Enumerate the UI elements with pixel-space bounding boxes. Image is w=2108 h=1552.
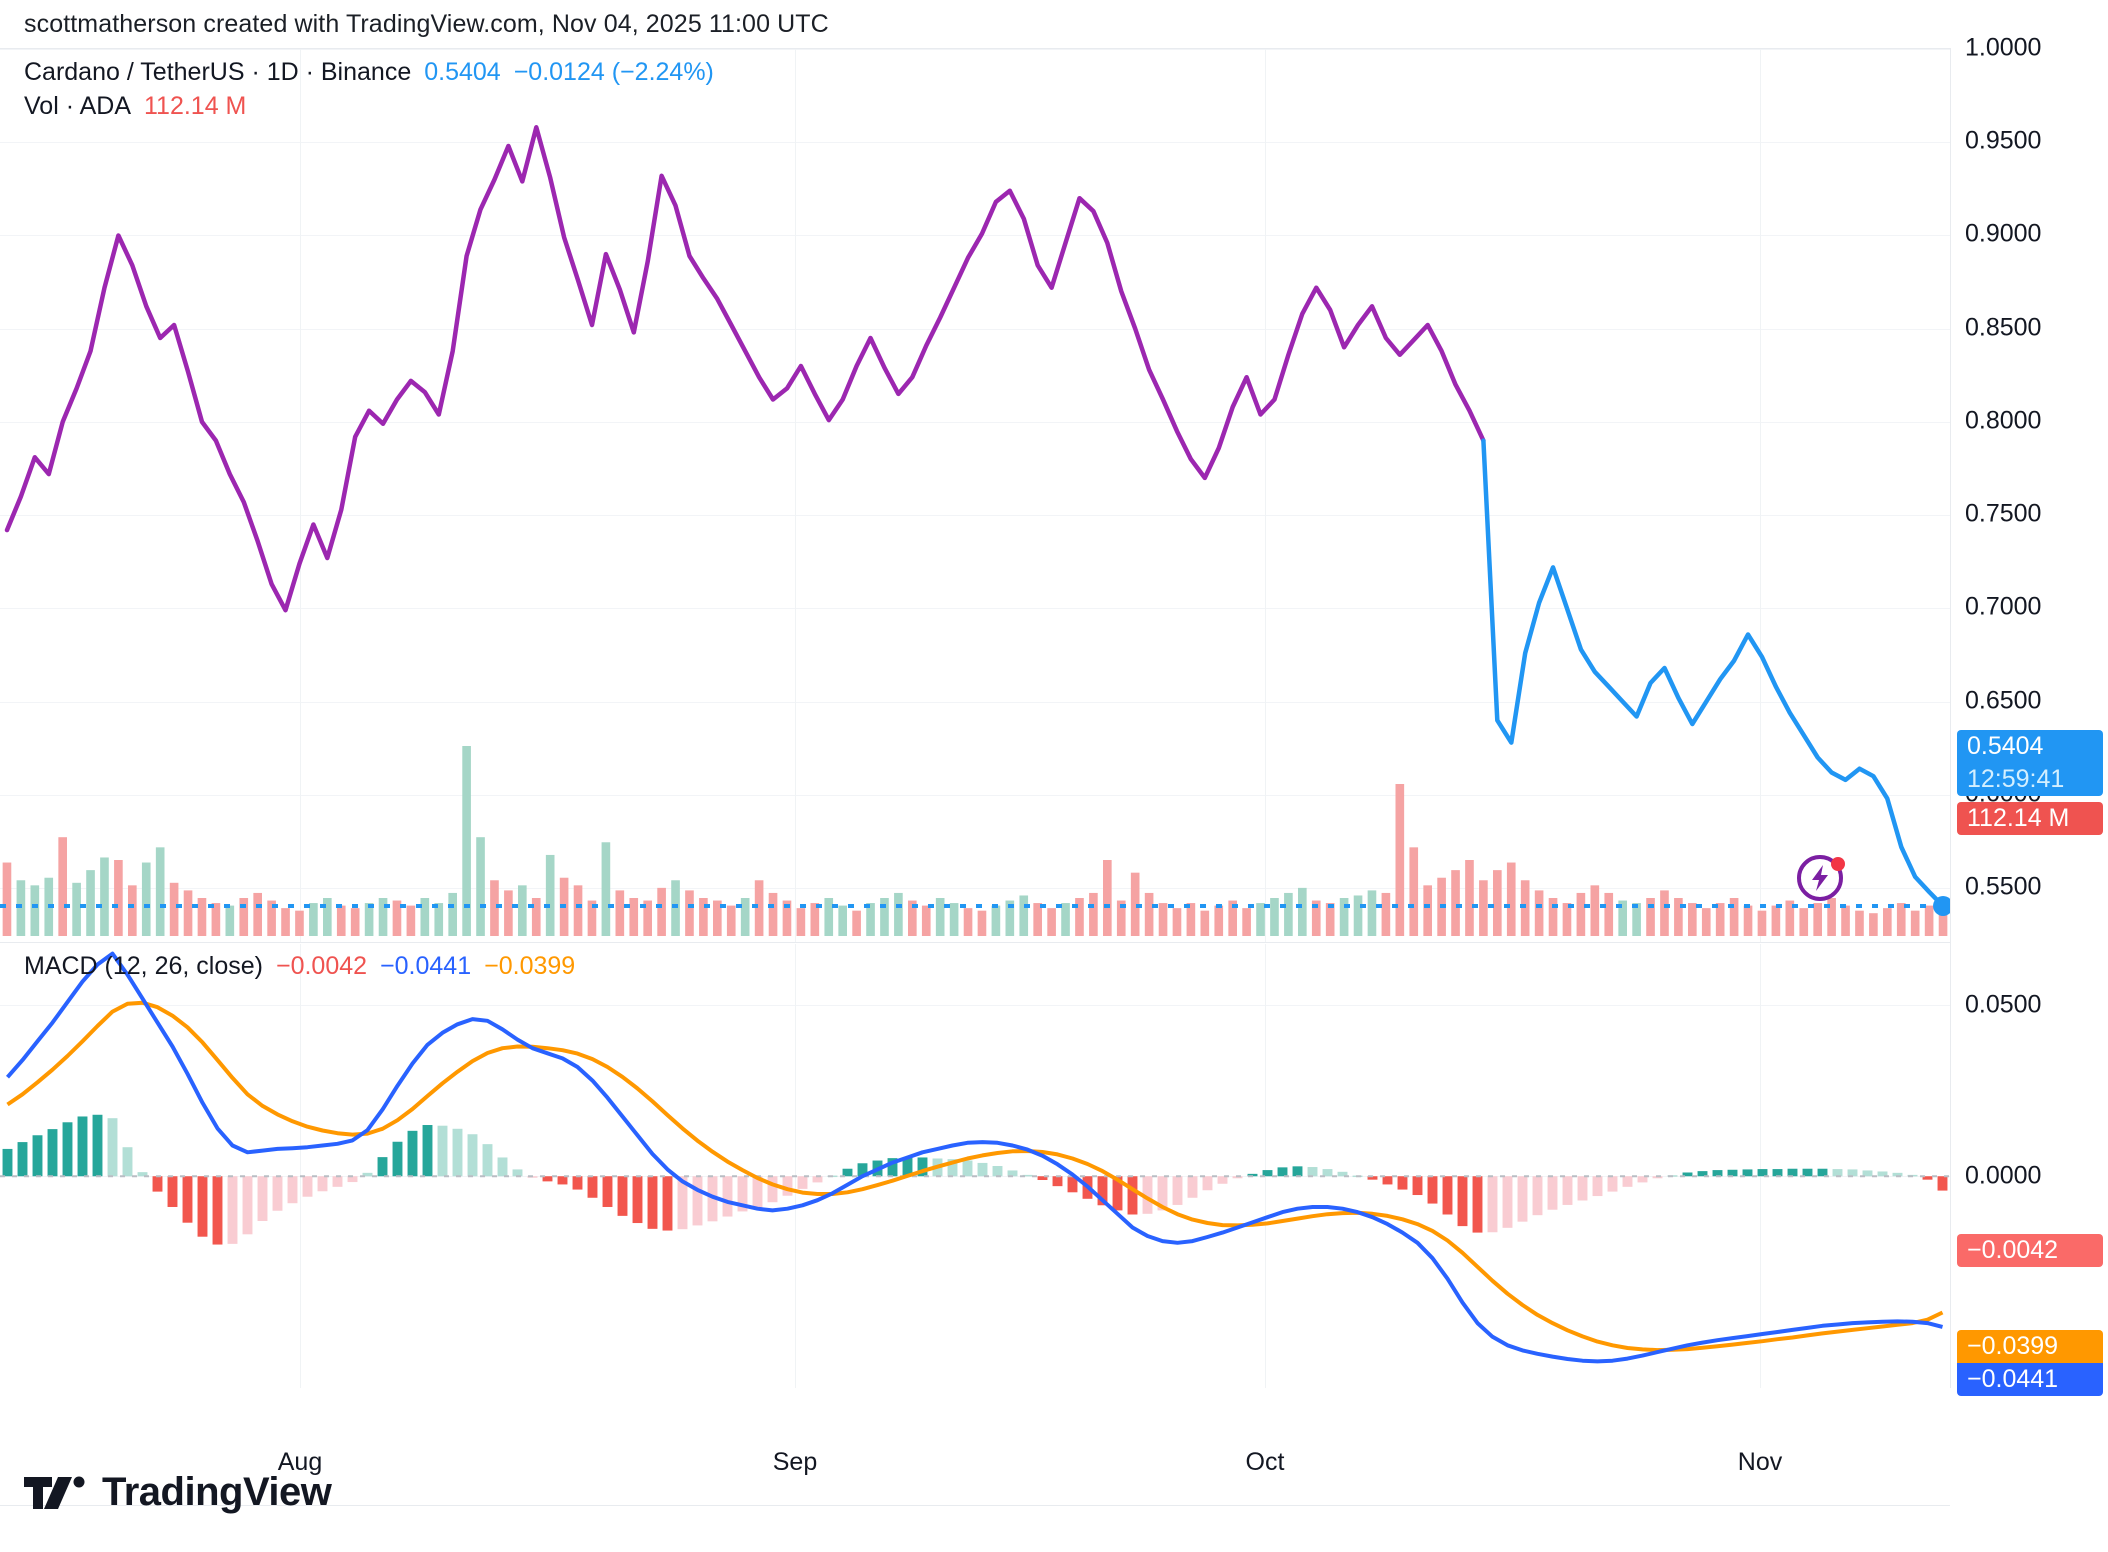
price-tick-label: 0.6500 <box>1965 686 2042 715</box>
macd-legend-signal: −0.0399 <box>484 952 576 980</box>
price-line-purple <box>4 125 1486 613</box>
price-plot <box>0 125 1954 936</box>
price-tick-label: 0.8500 <box>1965 313 2042 342</box>
macd-legend: MACD (12, 26, close) −0.0042 −0.0441 −0.039… <box>24 952 575 981</box>
gridline <box>0 49 1950 50</box>
tradingview-wordmark: TradingView <box>102 1470 332 1514</box>
price-tick-label: 0.8000 <box>1965 406 2042 435</box>
macd-pane[interactable]: MACD (12, 26, close) −0.0042 −0.0441 −0.039… <box>0 944 1950 1388</box>
macd-signal-badge: −0.0399 <box>1957 1330 2103 1363</box>
volume-bars <box>2 746 1948 936</box>
legend-change-pct: (−2.24%) <box>611 58 714 86</box>
price-legend: Cardano / TetherUS · 1D · Binance 0.5404−… <box>24 57 714 126</box>
lightning-bolt-icon[interactable] <box>1795 849 1849 903</box>
time-tick-label: Nov <box>1737 1448 1783 1476</box>
macd-line <box>5 951 1943 1364</box>
price-tick-label: 0.5500 <box>1965 872 2042 901</box>
macd-tick-label: 0.0500 <box>1965 990 2042 1019</box>
price-tick-label: 0.9000 <box>1965 219 2042 248</box>
price-tick-label: 1.0000 <box>1965 33 2042 62</box>
gridline <box>0 142 1950 144</box>
price-line-blue <box>1481 438 1946 909</box>
last-price-badge: 0.5404 <box>1957 730 2103 763</box>
price-tick-label: 0.7000 <box>1965 592 2042 621</box>
gridline <box>0 515 1950 517</box>
legend-volume-row: Vol · ADA 112.14 M <box>24 91 714 122</box>
macd-hist-badge: −0.0042 <box>1957 1234 2103 1267</box>
macd-legend-macd: −0.0441 <box>380 952 472 980</box>
price-axis[interactable]: 1.0000 0.9500 0.9000 0.8500 0.8000 0.7500 0.70… <box>1950 34 2108 1396</box>
legend-change-abs: −0.0124 <box>513 58 605 86</box>
macd-histogram <box>2 1114 1948 1245</box>
price-tick-label: 0.9500 <box>1965 126 2042 155</box>
legend-volume-label: Vol · ADA <box>24 92 131 121</box>
gridline-vertical <box>1760 49 1761 942</box>
gridline-vertical <box>1265 49 1266 942</box>
macd-legend-title: MACD (12, 26, close) <box>24 952 263 980</box>
chart-frame: Cardano / TetherUS · 1D · Binance 0.5404−… <box>0 34 2108 1506</box>
tradingview-branding: TradingView <box>24 1470 332 1515</box>
macd-signal-line <box>6 1000 1944 1353</box>
price-badge-group: 0.5404 12:59:41 112.14 M <box>1957 730 2103 835</box>
gridline <box>0 888 1950 890</box>
gridline <box>0 235 1950 237</box>
gridline-vertical <box>1265 944 1266 1388</box>
legend-volume-value: 112.14 M <box>144 92 247 121</box>
gridline <box>0 701 1950 703</box>
countdown-badge: 12:59:41 <box>1957 763 2103 796</box>
macd-line-badge: −0.0441 <box>1957 1363 2103 1396</box>
legend-symbol: Cardano / TetherUS · 1D · Binance <box>24 58 412 86</box>
time-axis[interactable]: Aug Sep Oct Nov <box>0 1436 1950 1506</box>
gridline <box>0 328 1950 330</box>
gridline <box>0 421 1950 423</box>
gridline-vertical <box>1760 944 1761 1388</box>
legend-last-price: 0.5404 <box>424 58 501 86</box>
gridline-vertical <box>300 49 301 942</box>
gridline <box>0 608 1950 610</box>
gridline <box>0 794 1950 796</box>
time-tick-label: Oct <box>1245 1448 1285 1476</box>
gridline-vertical <box>795 49 796 942</box>
attribution-text: scottmatherson created with TradingView.… <box>24 10 829 38</box>
time-tick-label: Aug <box>277 1448 323 1476</box>
tradingview-logo-icon <box>24 1476 85 1509</box>
price-dot-icon <box>1933 895 1954 916</box>
macd-legend-hist: −0.0042 <box>275 952 368 980</box>
price-pane[interactable]: Cardano / TetherUS · 1D · Binance 0.5404−… <box>0 48 1954 943</box>
gridline <box>0 1005 1950 1007</box>
macd-tick-label: 0.0000 <box>1965 1161 2042 1190</box>
gridline-vertical <box>795 944 796 1388</box>
macd-plot <box>0 951 1950 1364</box>
volume-badge: 112.14 M <box>1957 802 2103 835</box>
time-tick-label: Sep <box>772 1448 818 1476</box>
price-tick-label: 0.7500 <box>1965 499 2042 528</box>
legend-symbol-row: Cardano / TetherUS · 1D · Binance 0.5404−… <box>24 57 714 88</box>
gridline-vertical <box>300 944 301 1388</box>
